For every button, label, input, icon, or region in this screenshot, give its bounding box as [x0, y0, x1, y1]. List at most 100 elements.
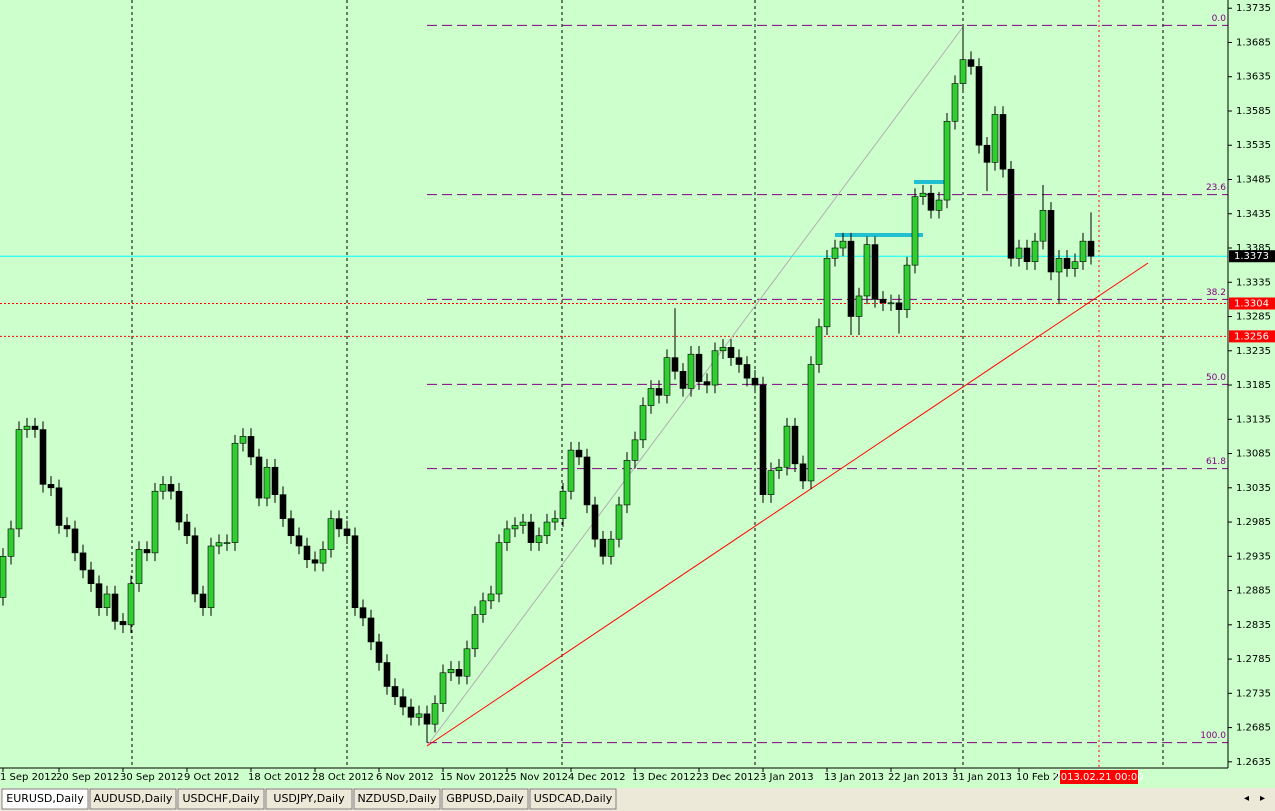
x-tick-label: 9 Oct 2012 [184, 772, 239, 783]
scroll-right[interactable]: ▸ [1260, 793, 1265, 804]
candle-body [207, 545, 215, 608]
candle-body [991, 114, 999, 163]
candle-body [855, 295, 863, 317]
y-tick-label: 1.3535 [1236, 140, 1271, 151]
candle-body [167, 484, 175, 492]
candle-body [615, 504, 623, 540]
candle-body [751, 377, 759, 386]
candle-body [887, 302, 895, 305]
x-tick-label: 22 Jan 2013 [888, 772, 948, 783]
candle-body [983, 144, 991, 163]
candle-body [431, 703, 439, 725]
tab[interactable] [265, 788, 353, 810]
candle-body [567, 449, 575, 492]
candle-body [943, 120, 951, 201]
tab[interactable] [1, 788, 89, 810]
candle-body [447, 669, 455, 674]
tab-label[interactable]: AUDUSD,Daily [94, 792, 173, 805]
candle-body [55, 487, 63, 526]
candle-body [1047, 210, 1055, 273]
candle-body [631, 439, 639, 461]
candle-body [863, 244, 871, 297]
candle-body [463, 648, 471, 677]
candle-body [95, 583, 103, 608]
fibo-label: 0.0 [1212, 14, 1227, 24]
candle-body [871, 244, 879, 300]
candle-body [551, 518, 559, 523]
candle-body [159, 484, 167, 492]
scroll-left[interactable]: ◂ [1244, 793, 1249, 804]
candle-body [735, 357, 743, 365]
tab[interactable] [353, 788, 441, 810]
candle-body [1039, 210, 1047, 242]
candle-body [767, 470, 775, 495]
y-tick-label: 1.3335 [1236, 277, 1271, 288]
price-box [1229, 330, 1275, 343]
candle-body [527, 521, 535, 543]
candle-body [255, 456, 263, 499]
candle-body [719, 347, 727, 352]
candle-body [1015, 247, 1023, 259]
candle-body [703, 381, 711, 386]
tab-label[interactable]: NZDUSD,Daily [357, 792, 437, 805]
x-tick-label: 6 Nov 2012 [376, 772, 434, 783]
candle-body [583, 456, 591, 506]
candle-body [231, 442, 239, 543]
candle-body [679, 371, 687, 389]
candle-body [503, 528, 511, 543]
y-tick-label: 1.3185 [1236, 380, 1271, 391]
tab-label[interactable]: GBPUSD,Daily [446, 792, 524, 805]
price-box-label: 1.3373 [1234, 251, 1269, 262]
candle-body [1087, 240, 1095, 257]
candle-body [479, 600, 487, 615]
candle-body [423, 713, 431, 725]
candle-body [311, 559, 319, 564]
candle-body [143, 549, 151, 554]
x-tick-label: 13 Jan 2013 [824, 772, 884, 783]
candle-body [1023, 247, 1031, 263]
candle-body [183, 521, 191, 537]
candle-body [319, 549, 327, 564]
candle-body [687, 353, 695, 389]
candle-body [599, 538, 607, 557]
candle-body [455, 669, 463, 677]
y-tick-label: 1.3135 [1236, 414, 1271, 425]
tab[interactable] [89, 788, 177, 810]
candle-body [151, 490, 159, 554]
x-tick-label: 15 Nov 2012 [440, 772, 504, 783]
tab[interactable] [529, 788, 617, 810]
candle-body [103, 593, 111, 608]
tab-label[interactable]: USDJPY,Daily [273, 792, 345, 805]
candle-body [7, 528, 15, 557]
tab-label[interactable]: USDCHF,Daily [182, 792, 260, 805]
candle-body [39, 429, 47, 485]
candle-body [903, 264, 911, 310]
candle-body [119, 621, 127, 626]
candle-body [911, 196, 919, 266]
candle-body [847, 240, 855, 317]
y-tick-label: 1.3285 [1236, 312, 1271, 323]
candle-body [15, 429, 23, 530]
candle-body [391, 686, 399, 698]
tab-label[interactable]: USDCAD,Daily [534, 792, 613, 805]
tab[interactable] [177, 788, 265, 810]
x-tick-label: 1 Sep 2012 [0, 772, 57, 783]
y-tick-label: 1.3485 [1236, 174, 1271, 185]
fibo-label: 23.6 [1206, 183, 1226, 193]
y-tick-label: 1.3435 [1236, 209, 1271, 220]
y-tick-label: 1.2635 [1236, 757, 1271, 768]
candle-body [47, 484, 55, 489]
fibo-label: 38.2 [1206, 288, 1226, 298]
tab[interactable] [441, 788, 529, 810]
y-tick-label: 1.3235 [1236, 346, 1271, 357]
candle-body [1007, 168, 1015, 259]
candle-body [607, 538, 615, 557]
candle-body [655, 388, 663, 396]
tab-label[interactable]: EURUSD,Daily [6, 792, 84, 805]
x-tick-label: 31 Jan 2013 [952, 772, 1012, 783]
price-box [1229, 297, 1275, 310]
candle-body [519, 521, 527, 526]
candle-body [647, 388, 655, 406]
candle-body [831, 247, 839, 259]
